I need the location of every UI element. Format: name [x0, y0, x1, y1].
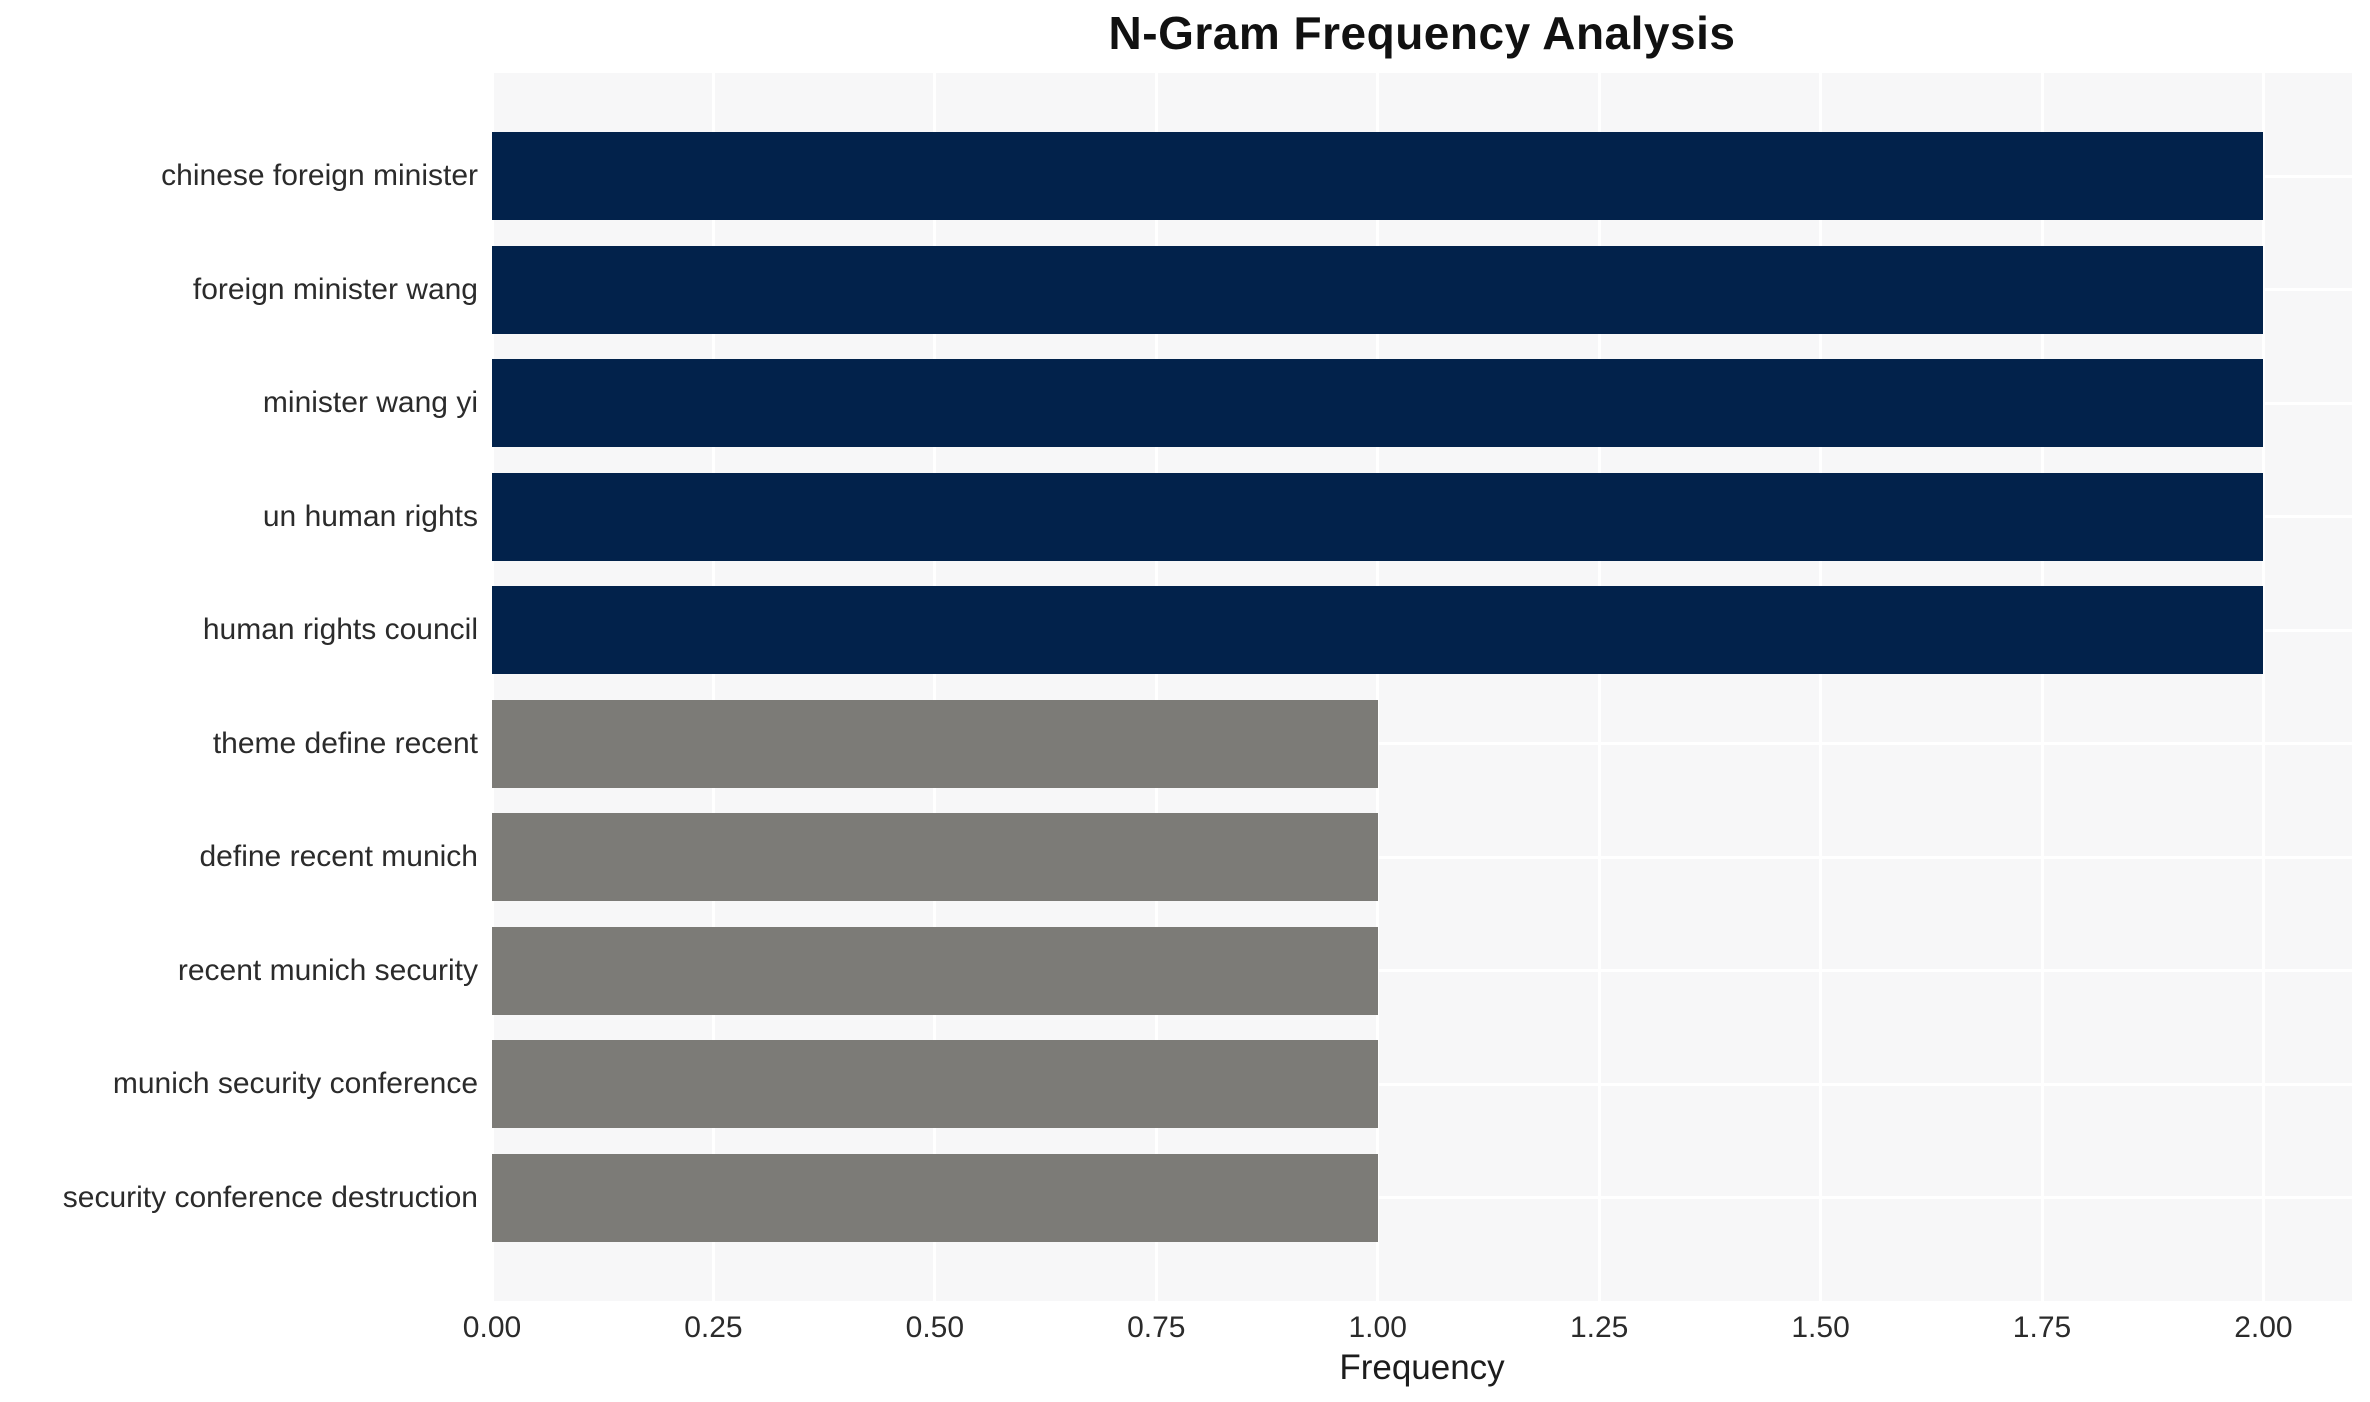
bar [492, 813, 1378, 902]
gridline-horizontal [492, 742, 2352, 746]
bar [492, 1040, 1378, 1129]
gridline-horizontal [492, 1082, 2352, 1086]
y-tick-label: theme define recent [212, 726, 478, 760]
bar [492, 699, 1378, 788]
gridline-vertical [1376, 73, 1380, 1301]
gridline-horizontal [492, 855, 2352, 859]
y-tick-label: security conference destruction [62, 1180, 478, 1214]
gridline-vertical [933, 73, 937, 1301]
bar [492, 245, 2264, 334]
gridline-horizontal [492, 969, 2352, 973]
bar [492, 926, 1378, 1015]
gridline-vertical [1819, 73, 1823, 1301]
x-tick-label: 2.00 [2234, 1311, 2293, 1344]
gridline-horizontal [492, 1196, 2352, 1200]
chart-title: N-Gram Frequency Analysis [1108, 7, 1736, 59]
y-tick-label: human rights council [202, 613, 478, 647]
gridline-vertical [1154, 73, 1158, 1301]
x-tick-label: 1.50 [1791, 1311, 1850, 1344]
bar [492, 586, 2264, 675]
y-tick-label: foreign minister wang [192, 272, 478, 306]
y-tick-label: define recent munich [199, 840, 479, 874]
gridline-vertical [1597, 73, 1601, 1301]
y-tick-label: recent munich security [177, 953, 478, 987]
bar [492, 472, 2264, 561]
x-tick-label: 0.00 [462, 1311, 522, 1344]
gridline-vertical [2261, 73, 2265, 1301]
plot-area [490, 73, 2352, 1301]
y-tick-label: minister wang yi [262, 386, 478, 420]
x-tick-label: 0.25 [684, 1311, 743, 1344]
x-tick-label: 1.75 [2012, 1311, 2072, 1344]
gridline-vertical [711, 73, 715, 1301]
y-tick-label: chinese foreign minister [161, 159, 478, 193]
bar [492, 359, 2264, 448]
y-tick-label: munich security conference [112, 1067, 478, 1101]
y-tick-label: un human rights [262, 499, 478, 533]
x-tick-label: 0.75 [1127, 1311, 1186, 1344]
gridline-vertical [490, 73, 494, 1301]
x-axis-label: Frequency [1339, 1348, 1505, 1387]
bar [492, 132, 2264, 221]
x-tick-label: 0.50 [905, 1311, 965, 1344]
x-tick-label: 1.00 [1348, 1311, 1407, 1344]
bar [492, 1153, 1378, 1242]
gridline-vertical [2040, 73, 2044, 1301]
x-tick-label: 1.25 [1569, 1311, 1629, 1344]
